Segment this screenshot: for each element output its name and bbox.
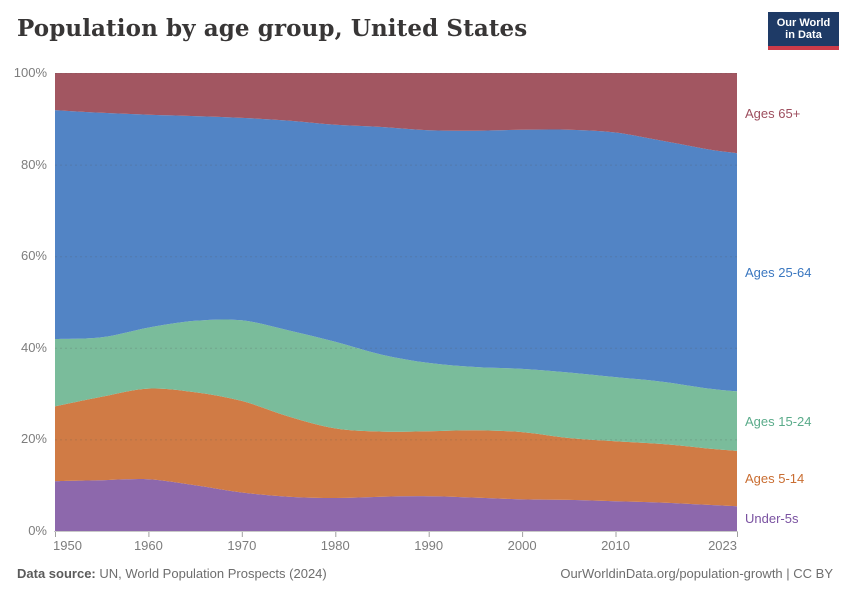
series-label-ages-25-64[interactable]: Ages 25-64 [745, 264, 812, 280]
x-axis-label-2010: 2010 [601, 538, 630, 553]
credit-link[interactable]: OurWorldinData.org/population-growth | C… [560, 566, 833, 581]
x-axis-label-1970: 1970 [227, 538, 257, 553]
x-axis-label-1960: 1960 [133, 538, 163, 553]
data-source-note: Data source: UN, World Population Prospe… [17, 566, 327, 581]
data-source-label: Data source: [17, 566, 96, 581]
x-axis-label-2000: 2000 [507, 538, 537, 553]
area-ages-5-14[interactable] [55, 388, 737, 507]
owid-logo[interactable]: Our World in Data [768, 12, 839, 50]
y-axis-label-100%: 100% [13, 65, 47, 80]
x-axis-label-1950: 1950 [53, 538, 82, 553]
data-source-text: UN, World Population Prospects (2024) [95, 566, 327, 581]
y-axis-label-80%: 80% [20, 156, 47, 172]
x-axis-label-1980: 1980 [320, 538, 350, 553]
chart-title: Population by age group, United States [17, 15, 528, 42]
chart-footer: Data source: UN, World Population Prospe… [17, 566, 833, 581]
area-under-5s[interactable] [55, 478, 737, 531]
area-ages-25-64[interactable] [55, 110, 737, 392]
series-label-under-5s[interactable]: Under-5s [745, 511, 799, 527]
y-axis-label-20%: 20% [20, 431, 47, 447]
y-axis-label-40%: 40% [20, 339, 47, 355]
x-axis-label-2023: 2023 [708, 538, 737, 553]
area-ages-65plus[interactable] [55, 73, 737, 154]
x-axis-label-1990: 1990 [414, 538, 444, 553]
series-label-ages-5-14[interactable]: Ages 5-14 [745, 471, 805, 487]
series-label-ages-65plus[interactable]: Ages 65+ [745, 105, 801, 121]
owid-logo-line2: in Data [785, 29, 822, 41]
series-label-ages-15-24[interactable]: Ages 15-24 [745, 413, 812, 429]
y-axis-label-60%: 60% [20, 248, 47, 264]
y-axis-label-0%: 0% [28, 523, 47, 538]
owid-logo-line1: Our World [776, 16, 831, 29]
area-ages-15-24[interactable] [55, 319, 737, 451]
